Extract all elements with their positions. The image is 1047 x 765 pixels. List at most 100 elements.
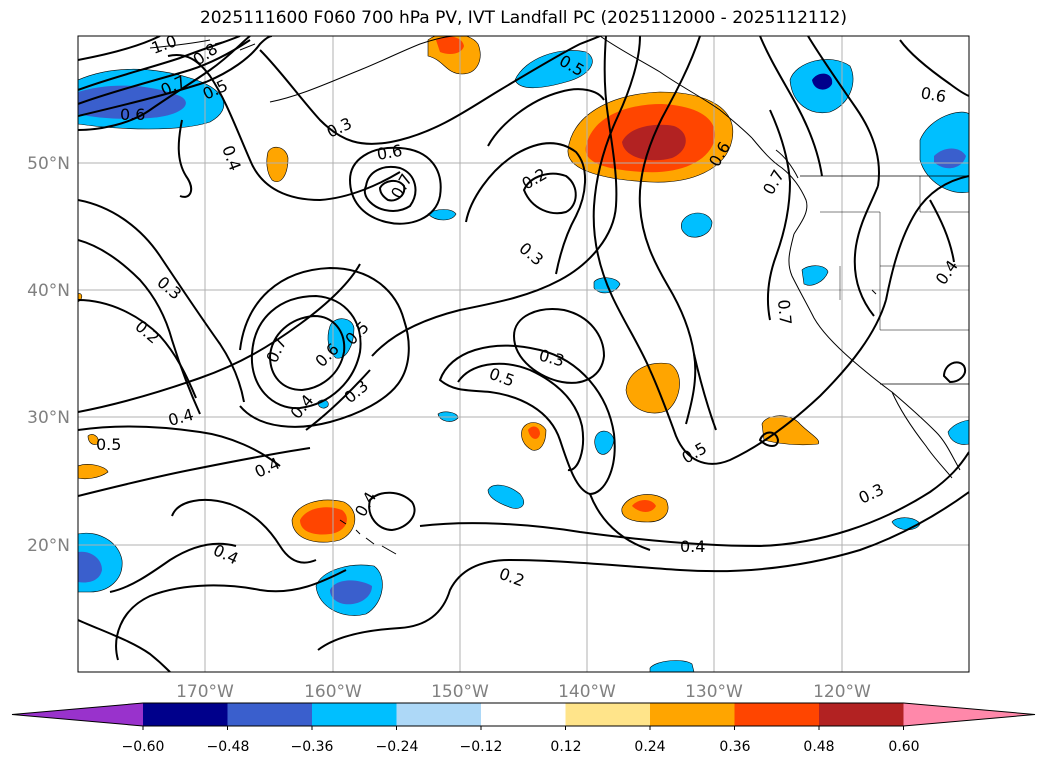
colorbar-swatch: [565, 703, 651, 726]
contour-25: [78, 263, 371, 431]
contour-label: 0.6: [375, 141, 403, 164]
lon-label-170w: 170°W: [176, 682, 234, 702]
lon-label-130w: 130°W: [685, 682, 743, 702]
shade-orange-west-1: [78, 464, 109, 480]
shade-red-hawaii: [300, 507, 347, 535]
colorbar-ticks: −0.60 −0.48 −0.36 −0.24 −0.12 0.12 0.24 …: [122, 739, 920, 755]
shade-blue-small-1: [427, 209, 457, 221]
contour-10: [378, 180, 406, 202]
contour-5: [78, 36, 161, 61]
coast-alaska-peninsula: [269, 36, 457, 103]
contour-2: [78, 36, 241, 91]
colorbar-tick-label: −0.24: [376, 739, 419, 755]
shade-orange-mid: [625, 362, 680, 414]
contour-36: [457, 362, 584, 472]
contour-31: [115, 569, 347, 661]
colorbar-tick-label: −0.48: [207, 739, 250, 755]
shade-blue-160w: [327, 318, 355, 359]
contour-44: [899, 39, 969, 97]
contour-3: [78, 39, 251, 105]
shade-orange-west-3: [87, 434, 99, 445]
contour-label: 0.4: [680, 537, 705, 556]
contour-22: [592, 36, 651, 371]
lon-label-150w: 150°W: [431, 682, 489, 702]
latitude-labels: 50°N 40°N 30°N 20°N: [27, 154, 70, 556]
colorbar-tick-label: 0.36: [719, 739, 750, 755]
colorbar-swatch: [481, 703, 566, 726]
contour-17: [239, 266, 410, 428]
contour-label: 0.5: [96, 435, 121, 454]
coast-hawaii: [339, 519, 397, 555]
contour-40: [759, 36, 823, 177]
contour-18: [371, 36, 618, 357]
contour-9: [363, 166, 417, 212]
chart-title: 2025111600 F060 700 hPa PV, IVT Landfall…: [199, 8, 847, 28]
lat-label-30n: 30°N: [27, 408, 70, 428]
contour-48: [589, 493, 651, 551]
contour-33: [368, 491, 416, 532]
shade-red-small-3: [632, 500, 656, 512]
colorbar-tick-label: −0.36: [291, 739, 334, 755]
pv-contours: [78, 36, 969, 672]
shade-blue-top: [514, 50, 593, 89]
contour-30: [109, 542, 237, 593]
shade-blue-small-8: [947, 419, 969, 445]
colorbar-swatch: [312, 703, 397, 726]
contour-35: [438, 344, 616, 496]
colorbar-swatch: [650, 703, 735, 726]
contour-16: [250, 294, 362, 410]
shade-darkred-gulf: [622, 124, 686, 161]
colorbar-swatch: [396, 703, 482, 726]
contour-39: [807, 36, 880, 187]
contour-28: [171, 499, 317, 564]
lat-label-40n: 40°N: [27, 281, 70, 301]
shade-blue-small-5: [594, 430, 615, 455]
shade-darkblue-sw: [78, 551, 102, 583]
shade-orange-small-1: [266, 146, 289, 182]
colorbar-swatch: [227, 703, 313, 726]
contour-6: [167, 54, 401, 202]
contour-47: [758, 431, 780, 447]
colorbar-extend-low: [12, 703, 143, 726]
colorbar-tick-label: 0.24: [634, 739, 665, 755]
lon-label-140w: 140°W: [558, 682, 616, 702]
map-frame: [77, 35, 970, 673]
contour-7: [177, 119, 193, 198]
lat-label-20n: 20°N: [27, 536, 70, 556]
shade-blue-small-2: [680, 212, 713, 238]
contour-13: [78, 239, 201, 415]
colorbar-tick-label: 0.60: [888, 739, 919, 755]
contour-4: [78, 36, 273, 117]
coast-baja: [891, 391, 953, 479]
contour-42: [767, 109, 792, 321]
contour-27: [78, 447, 311, 497]
border-states: [820, 176, 969, 331]
contour-38: [693, 353, 717, 431]
contour-46: [942, 361, 966, 384]
contour-15: [268, 314, 346, 392]
shade-red-small-2: [528, 426, 540, 439]
contour-19: [465, 142, 587, 275]
contour-8: [348, 146, 442, 225]
contour-20: [522, 172, 577, 215]
contour-11: [259, 36, 601, 145]
contour-24: [512, 308, 606, 384]
contour-32: [317, 491, 969, 651]
colorbar-extend-high: [903, 703, 1035, 726]
lon-label-160w: 160°W: [304, 682, 362, 702]
contour-14: [78, 299, 197, 399]
shade-blue-bottom: [649, 660, 695, 672]
contour-41: [853, 185, 879, 317]
colorbar-swatch: [819, 703, 904, 726]
colorbar-swatch: [143, 703, 228, 726]
contour-label: 0.7: [774, 299, 795, 326]
contour-21: [487, 88, 605, 147]
shade-blue-small-4: [801, 265, 829, 286]
contour-43: [929, 199, 955, 263]
contour-29: [78, 619, 171, 672]
colorbar-tick-label: 0.48: [803, 739, 834, 755]
contour-37: [649, 299, 887, 465]
contour-34: [419, 451, 969, 548]
lat-label-50n: 50°N: [27, 154, 70, 174]
